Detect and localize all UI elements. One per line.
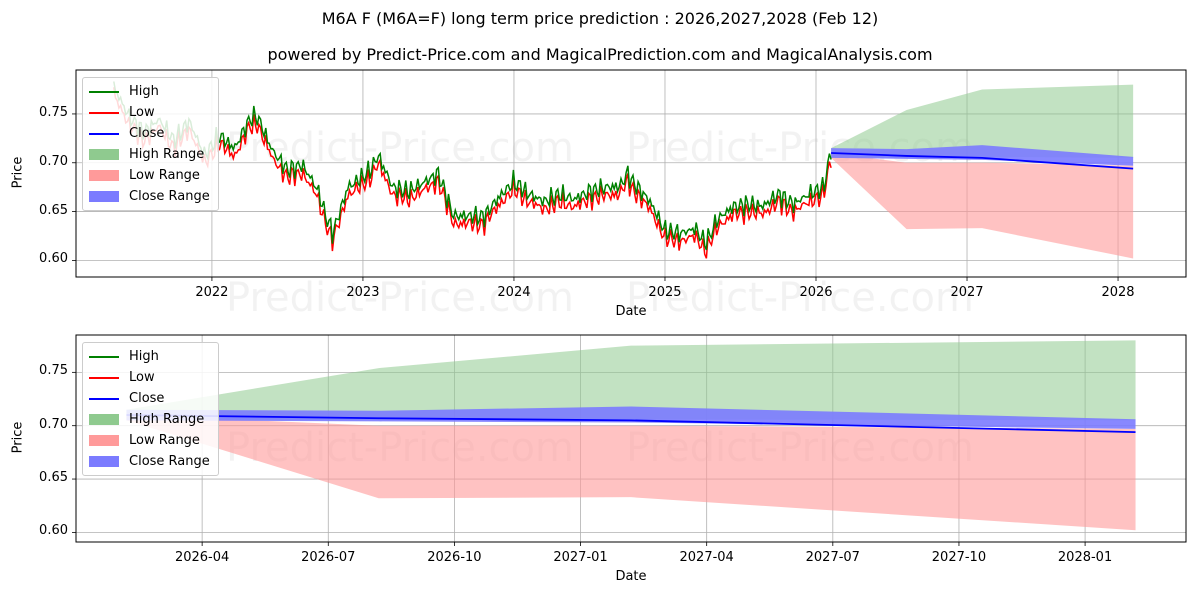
legend-swatch: [89, 456, 119, 467]
y-tick-label: 0.75: [39, 363, 68, 379]
legend-item: Low Range: [89, 165, 210, 186]
legend: High Low Close High Range Low Range Close Ran…: [82, 77, 219, 211]
legend-swatch: [89, 149, 119, 160]
y-tick-label: 0.70: [39, 416, 68, 432]
legend-swatch: [89, 414, 119, 425]
close-range-band: [126, 406, 1136, 429]
x-tick-label: 2027: [950, 285, 984, 300]
legend-swatch: [89, 132, 119, 135]
legend-label: Close Range: [129, 189, 210, 204]
y-axis-label: Price: [10, 156, 26, 188]
y-axis-label: Price: [10, 421, 26, 453]
legend-swatch: [89, 355, 119, 358]
legend-swatch: [89, 376, 119, 379]
x-axis-label: Date: [615, 569, 647, 584]
x-tick-label: 2027-07: [805, 550, 860, 565]
legend-swatch: [89, 170, 119, 181]
low-range-band: [831, 152, 1134, 259]
y-tick-label: 0.70: [39, 153, 68, 169]
x-tick-label: 2027-10: [931, 550, 987, 565]
legend-swatch: [89, 191, 119, 202]
plot-frame: [75, 69, 1187, 278]
legend-item: Close Range: [89, 186, 210, 207]
watermark-text: Predict-Price.com: [226, 125, 574, 171]
legend: High Low Close High Range Low Range Close Ran…: [82, 342, 219, 476]
legend-label: Low: [129, 370, 155, 385]
close-forecast-line: [831, 152, 1134, 170]
x-tick-label: 2022: [195, 285, 229, 300]
legend-label: Low Range: [129, 433, 200, 448]
legend-label: High: [129, 84, 159, 99]
x-axis-label: Date: [615, 304, 647, 319]
legend-label: High Range: [129, 147, 205, 162]
chart-title: M6A F (M6A=F) long term price prediction…: [321, 9, 879, 28]
x-tick-label: 2026-07: [301, 550, 356, 565]
y-tick-label: 0.65: [39, 470, 68, 486]
y-tick-label: 0.60: [39, 251, 68, 267]
legend-item: Low: [89, 102, 210, 123]
close-forecast-line: [126, 414, 1136, 433]
x-tick-label: 2028: [1101, 285, 1135, 300]
legend-swatch: [89, 111, 119, 114]
x-tick-label: 2027-01: [553, 550, 608, 565]
legend-item: Low Range: [89, 430, 210, 451]
x-tick-label: 2026-10: [427, 550, 482, 565]
legend-swatch: [89, 397, 119, 400]
legend-item: Close Range: [89, 451, 210, 472]
low-range-band: [126, 415, 1136, 531]
legend-label: High: [129, 349, 159, 364]
legend-item: Close: [89, 123, 210, 144]
y-tick-label: 0.60: [39, 523, 68, 539]
legend-label: Low Range: [129, 168, 200, 183]
x-tick-label: 2028-01: [1057, 550, 1113, 565]
legend-label: High Range: [129, 412, 205, 427]
x-tick-label: 2026-04: [174, 550, 230, 565]
legend-label: Close: [129, 126, 165, 141]
close-range-band: [831, 145, 1134, 166]
chart-subtitle: powered by Predict-Price.com and Magical…: [267, 45, 933, 64]
legend-item: High: [89, 346, 210, 367]
legend-item: Close: [89, 388, 210, 409]
plot-frame: [75, 334, 1187, 543]
y-tick-label: 0.65: [39, 202, 68, 218]
x-tick-label: 2027-04: [679, 550, 734, 565]
high-range-band: [126, 340, 1136, 421]
legend-label: Close Range: [129, 454, 210, 469]
legend-item: High: [89, 81, 210, 102]
x-tick-label: 2023: [346, 285, 380, 300]
legend-item: High Range: [89, 144, 210, 165]
x-tick-label: 2026: [799, 285, 833, 300]
legend-label: Close: [129, 391, 165, 406]
legend-label: Low: [129, 105, 155, 120]
x-tick-label: 2024: [497, 285, 531, 300]
legend-swatch: [89, 435, 119, 446]
high-history-line: [113, 81, 832, 251]
high-range-band: [831, 84, 1134, 158]
low-history-line: [113, 87, 832, 259]
x-tick-label: 2025: [648, 285, 682, 300]
legend-item: Low: [89, 367, 210, 388]
watermark-text: Predict-Price.com: [226, 275, 574, 321]
legend-swatch: [89, 90, 119, 93]
watermark-text: Predict-Price.com: [626, 275, 974, 321]
legend-item: High Range: [89, 409, 210, 430]
y-tick-label: 0.75: [39, 104, 68, 120]
